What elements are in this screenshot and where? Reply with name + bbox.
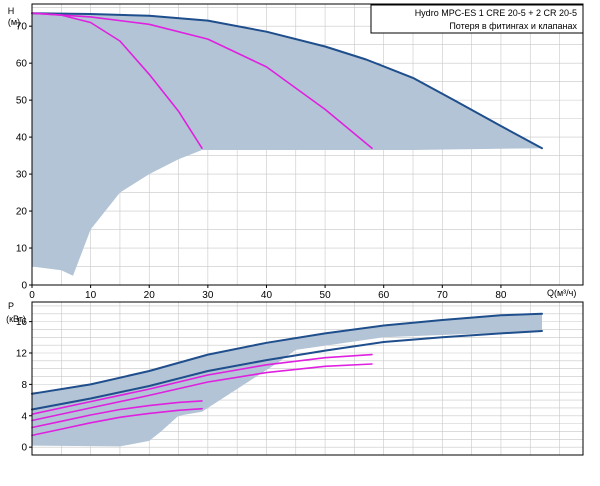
head-y-tick-label: 10	[16, 244, 28, 255]
legend-box: Hydro MPC-ES 1 CRE 20-5 + 2 CR 20-5 Поте…	[370, 4, 584, 34]
power-curve-pink-4	[31, 400, 203, 429]
head-y-axis-symbol: H	[8, 6, 15, 16]
flow-x-axis-label: Q(м³/ч)	[547, 288, 576, 298]
head-y-tick-label: 20	[16, 207, 28, 218]
flow-x-tick-label: 80	[495, 290, 507, 301]
power-y-tick-label: 16	[16, 317, 28, 328]
legend-title: Hydro MPC-ES 1 CRE 20-5 + 2 CR 20-5	[415, 8, 577, 18]
head-plot-frame	[31, 3, 584, 286]
flow-x-tick-label: 30	[202, 290, 214, 301]
flow-x-tick-label: 20	[144, 290, 156, 301]
power-y-axis-symbol: P	[8, 301, 14, 311]
head-y-tick-label: 40	[16, 133, 28, 144]
power-y-tick-label: 4	[21, 411, 27, 422]
flow-x-tick-label: 60	[378, 290, 390, 301]
power-y-tick-label: 12	[16, 349, 28, 360]
head-y-tick-label: 60	[16, 59, 28, 70]
flow-x-tick-label: 10	[85, 290, 97, 301]
flow-x-tick-label: 40	[261, 290, 273, 301]
flow-x-tick-label: 50	[320, 290, 332, 301]
head-y-tick-label: 50	[16, 96, 28, 107]
power-curve-pink-5	[31, 407, 203, 437]
head-curve-main-0	[31, 12, 543, 150]
head-y-tick-label: 0	[21, 281, 27, 292]
legend-frame	[370, 4, 584, 34]
head-curve-pink-2	[31, 12, 373, 149]
power-y-tick-label: 0	[21, 443, 27, 454]
power-curve-pink-2	[31, 353, 373, 415]
power-curve-pink-3	[31, 363, 373, 422]
flow-x-tick-label: 70	[437, 290, 449, 301]
head-flow-panel: 0 10 20 30 40 50 60 70 0 10 20 30 40 50 60 70 80	[16, 3, 584, 301]
legend-subtitle: Потеря в фитингах и клапанах	[449, 21, 577, 31]
head-y-tick-label: 30	[16, 170, 28, 181]
power-y-axis-unit: (кВт)	[6, 314, 26, 324]
head-y-axis-label: H (м)	[8, 6, 20, 27]
power-operating-area	[32, 313, 542, 447]
head-y-axis-unit: (м)	[8, 17, 20, 27]
power-flow-panel: 0 4 8 12 16	[16, 301, 584, 456]
flow-x-tick-label: 0	[29, 290, 35, 301]
power-plot-frame	[31, 301, 584, 456]
power-y-axis-label: P (кВт)	[6, 301, 26, 324]
power-curve-main-1	[31, 330, 543, 411]
power-y-tick-label: 8	[21, 380, 27, 391]
head-y-tick-label: 70	[16, 22, 28, 33]
power-curve-main-0	[31, 312, 543, 395]
